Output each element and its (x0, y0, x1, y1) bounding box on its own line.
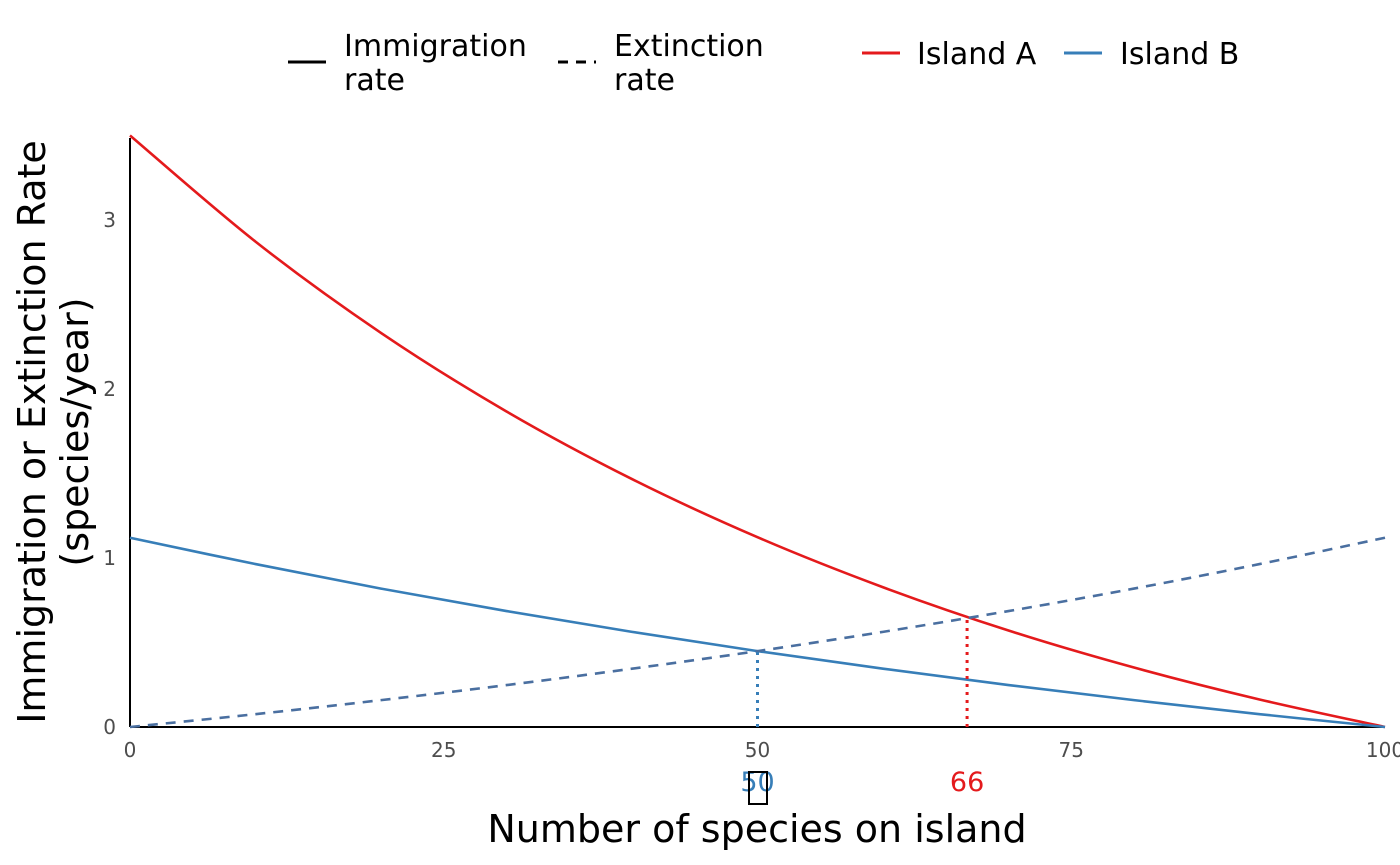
legend-label-island-b: Island B (1120, 37, 1239, 72)
y-axis-title-line-2: (species/year) (53, 297, 97, 566)
series-line-island-b-immigration (129, 536, 1386, 729)
x-axis-title: Number of species on island (487, 807, 1026, 851)
x-tick-label: 25 (431, 738, 456, 762)
y-tick-label: 0 (103, 715, 116, 739)
legend-label-island-a: Island A (917, 37, 1037, 72)
y-tick-label: 1 (103, 546, 116, 570)
y-tick-label: 2 (103, 377, 116, 401)
legend-label-immigration-2: rate (344, 63, 405, 98)
missing-glyph-box (748, 771, 768, 805)
x-tick-label: 75 (1059, 738, 1084, 762)
x-tick-label: 100 (1366, 738, 1400, 762)
equilibrium-label: 66 (950, 767, 984, 798)
series-line-island-a-immigration (129, 134, 1386, 729)
legend-label-extinction-1: Extinction (614, 29, 764, 64)
legend-label-extinction-2: rate (614, 63, 675, 98)
axes (129, 138, 1385, 728)
x-tick-label: 50 (745, 738, 770, 762)
series-line-extinction (129, 536, 1386, 729)
legend-label-immigration-1: Immigration (344, 29, 527, 64)
y-axis-title-line-1: Immigration or Extinction Rate (10, 140, 54, 724)
legend: Immigration rate Extinction rate Island … (288, 29, 1239, 98)
y-tick-label: 3 (103, 208, 116, 232)
x-tick-label: 0 (124, 738, 137, 762)
